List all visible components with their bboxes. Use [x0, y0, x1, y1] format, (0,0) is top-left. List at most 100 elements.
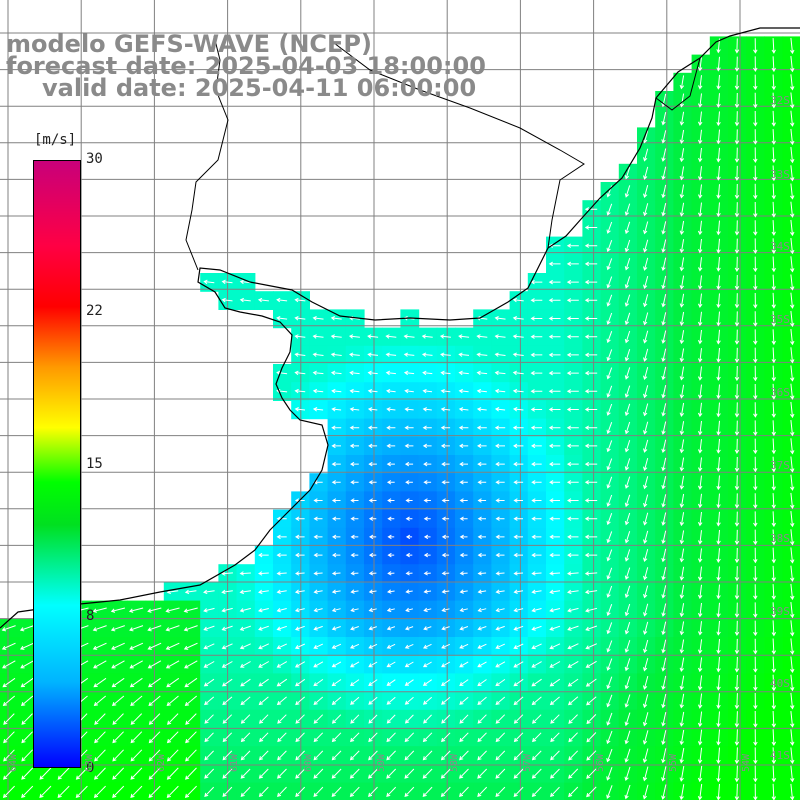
wind-arrow [495, 786, 506, 798]
wind-arrow [294, 607, 305, 613]
wind-arrow [295, 696, 306, 706]
wind-arrow [439, 334, 451, 339]
wind-arrow [753, 584, 758, 600]
wind-arrow [531, 661, 542, 668]
wind-arrow [734, 220, 740, 236]
wind-arrow [294, 661, 306, 668]
wind-arrow [661, 239, 667, 253]
wind-arrow [530, 407, 543, 412]
wind-arrow [277, 750, 287, 761]
wind-arrow [240, 786, 251, 798]
wind-arrow [734, 347, 740, 363]
wind-arrow [258, 608, 269, 613]
wind-arrow [734, 529, 740, 545]
wind-arrow [368, 661, 378, 668]
wind-arrow [21, 749, 33, 762]
wind-arrow [606, 513, 613, 526]
wind-arrow [148, 785, 161, 798]
wind-arrow [606, 549, 613, 562]
wind-arrow [567, 552, 579, 558]
wind-arrow [258, 552, 269, 558]
wind-arrow [239, 643, 251, 650]
wind-arrow [584, 407, 598, 412]
wind-arrow [697, 93, 703, 108]
wind-arrow [753, 565, 758, 582]
wind-arrow [661, 384, 667, 399]
wind-arrow [643, 294, 649, 308]
wind-arrow [513, 625, 524, 631]
wind-arrow [239, 297, 251, 303]
wind-arrow [203, 678, 215, 687]
wind-arrow [790, 147, 795, 164]
colorbar-unit-label: [m/s] [34, 132, 77, 148]
wind-arrow [643, 621, 649, 635]
wind-arrow [495, 661, 506, 668]
wind-arrow [643, 567, 649, 581]
wind-arrow [386, 626, 396, 631]
wind-arrow [531, 534, 542, 540]
wind-arrow [331, 643, 342, 649]
wind-arrow [697, 493, 703, 509]
wind-arrow [21, 713, 33, 725]
lon-label-54w: 54W [741, 753, 752, 772]
wind-arrow [75, 785, 88, 798]
wind-arrow [331, 626, 341, 631]
wind-arrow [697, 566, 703, 581]
wind-arrow [679, 639, 685, 654]
colorbar [33, 160, 81, 768]
wind-arrow [513, 571, 524, 576]
wind-arrow [404, 443, 414, 449]
wind-arrow [606, 422, 613, 435]
wind-arrow [606, 331, 613, 344]
wind-arrow [753, 729, 758, 746]
wind-arrow [130, 731, 143, 744]
colorbar-tick-30: 30 [86, 151, 103, 167]
wind-arrow [294, 407, 306, 412]
wind-arrow [405, 571, 413, 576]
wind-arrow [771, 547, 776, 564]
wind-arrow [386, 388, 396, 394]
wind-arrow [679, 366, 685, 381]
wind-arrow [716, 639, 721, 655]
wind-arrow [790, 165, 795, 182]
wind-arrow [753, 92, 758, 109]
wind-arrow [185, 749, 197, 762]
wind-arrow [277, 732, 287, 743]
wind-arrow [790, 238, 795, 255]
wind-arrow [495, 768, 506, 779]
wind-arrow [548, 389, 561, 394]
wind-arrow [313, 643, 324, 649]
wind-arrow [313, 714, 324, 724]
wind-arrow [422, 425, 432, 430]
wind-arrow [459, 607, 468, 613]
wind-arrow [441, 534, 449, 540]
wind-arrow [716, 438, 721, 454]
wind-arrow [697, 602, 703, 618]
wind-arrow [222, 750, 233, 761]
wind-arrow [423, 552, 431, 558]
wind-arrow [624, 185, 631, 198]
wind-arrow [512, 388, 524, 394]
wind-arrow [679, 184, 685, 199]
wind-arrow [3, 713, 15, 725]
wind-arrow [606, 567, 613, 580]
wind-arrow [477, 571, 487, 576]
wind-arrow [166, 767, 179, 780]
wind-arrow [734, 111, 740, 127]
wind-arrow [531, 696, 542, 706]
wind-arrow [350, 516, 359, 521]
wind-arrow [277, 768, 287, 779]
wind-arrow [548, 316, 561, 321]
wind-arrow [240, 696, 251, 706]
wind-arrow [110, 607, 126, 613]
wind-arrow [495, 552, 505, 558]
wind-arrow [679, 330, 685, 345]
wind-arrow [697, 439, 703, 454]
wind-arrow [221, 625, 233, 631]
wind-arrow [606, 694, 613, 708]
wind-arrow [679, 603, 685, 618]
wind-speed-cells [0, 36, 800, 800]
wind-arrow [734, 384, 740, 400]
wind-arrow [566, 389, 579, 394]
wind-arrow [386, 768, 397, 779]
